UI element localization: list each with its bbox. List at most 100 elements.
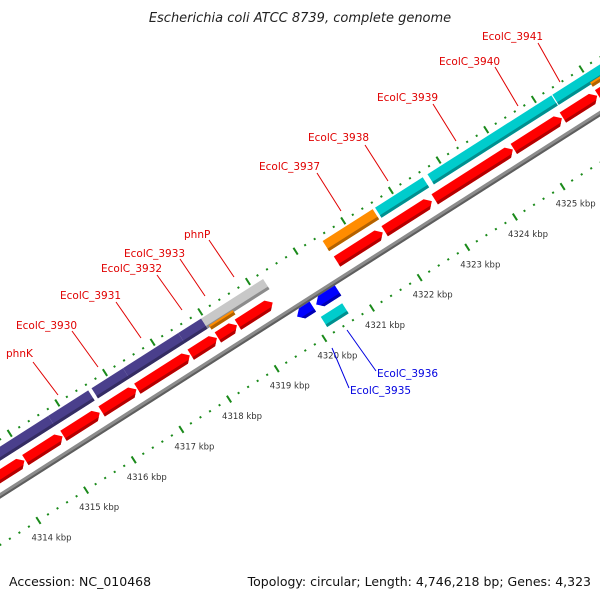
reverse-feature-teal-shadow[interactable] [325, 310, 349, 328]
feature-teal-shadow[interactable] [379, 184, 430, 218]
reverse-gene[interactable] [313, 285, 342, 309]
forward-gene[interactable] [431, 144, 516, 205]
forward-gene-shadow[interactable] [239, 306, 274, 330]
forward-gene[interactable] [381, 196, 435, 237]
feature-orange-shadow[interactable] [209, 311, 236, 330]
forward-gene[interactable] [559, 91, 600, 123]
feature-purple-shadow[interactable] [183, 326, 208, 344]
gene-label[interactable]: EcolC_3932 [101, 263, 183, 311]
forward-gene-shadow[interactable] [515, 122, 562, 154]
forward-gene-shadow[interactable] [219, 329, 238, 343]
forward-gene-body[interactable] [187, 333, 221, 360]
feature-purple-shadow[interactable] [0, 423, 55, 507]
forward-gene[interactable] [0, 456, 28, 514]
forward-gene-shadow[interactable] [65, 416, 100, 441]
reverse-gene-body[interactable] [313, 285, 342, 309]
feature-teal[interactable] [427, 95, 558, 185]
upper-ruler-minor-tick [351, 213, 355, 217]
forward-gene-shadow[interactable] [192, 342, 217, 360]
feature-orange[interactable] [208, 310, 236, 330]
feature-teal-shadow[interactable] [557, 33, 600, 105]
feature-purple-shadow[interactable] [127, 340, 185, 379]
forward-gene[interactable] [98, 384, 139, 417]
feature-purple-body[interactable] [91, 368, 130, 399]
forward-gene-shadow[interactable] [564, 99, 598, 123]
feature-orange-body[interactable] [322, 209, 380, 252]
forward-gene-shadow[interactable] [386, 205, 432, 237]
feature-teal-body[interactable] [427, 95, 558, 185]
gene-label[interactable]: EcolC_3937 [259, 161, 342, 212]
gene-label[interactable]: EcolC_3933 [124, 248, 206, 297]
forward-gene[interactable] [187, 333, 221, 360]
feature-teal[interactable] [552, 25, 600, 105]
gene-label-text: EcolC_3935 [350, 385, 411, 397]
feature-purple-body[interactable] [178, 318, 208, 344]
forward-gene-body[interactable] [333, 227, 386, 267]
forward-gene-body[interactable] [431, 144, 516, 205]
feature-orange[interactable] [322, 209, 380, 252]
feature-purple[interactable] [48, 390, 95, 427]
forward-gene[interactable] [510, 113, 566, 154]
gene-label[interactable]: EcolC_3938 [308, 132, 389, 182]
ruler-minor-tick [361, 312, 364, 316]
forward-gene-shadow[interactable] [26, 440, 63, 466]
gene-label-text: EcolC_3936 [377, 368, 438, 380]
feature-purple-shadow[interactable] [96, 375, 130, 399]
feature-gray[interactable] [201, 278, 270, 329]
upper-ruler-major-tick [530, 95, 537, 104]
forward-gene-body[interactable] [510, 113, 566, 154]
gene-label[interactable]: EcolC_3930 [16, 320, 99, 368]
forward-gene-shadow[interactable] [436, 153, 513, 205]
feature-purple[interactable] [91, 368, 130, 399]
forward-gene-body[interactable] [22, 431, 66, 466]
gene-label[interactable]: EcolC_3941 [482, 31, 561, 83]
gene-label[interactable]: EcolC_3935 [331, 347, 411, 397]
feature-teal-shadow[interactable] [432, 102, 558, 185]
forward-gene[interactable] [333, 227, 386, 267]
gene-labels: phnK EcolC_3930 EcolC_3931 EcolC_3932 Ec… [6, 31, 561, 397]
reverse-gene[interactable] [294, 301, 317, 322]
feature-purple[interactable] [122, 333, 185, 379]
forward-gene-body[interactable] [234, 297, 276, 330]
feature-purple-body[interactable] [0, 415, 55, 507]
forward-gene[interactable] [60, 408, 103, 441]
feature-purple-shadow[interactable] [53, 397, 95, 427]
reverse-gene-shadow[interactable] [301, 309, 317, 320]
forward-gene[interactable] [234, 297, 276, 330]
forward-gene-shadow[interactable] [138, 359, 190, 394]
forward-gene-body[interactable] [559, 91, 600, 123]
reverse-feature-teal-body[interactable] [320, 303, 349, 328]
forward-gene-body[interactable] [134, 350, 193, 394]
feature-purple[interactable] [0, 415, 55, 507]
forward-gene-body[interactable] [60, 408, 103, 441]
forward-gene-body[interactable] [214, 320, 241, 343]
feature-purple-body[interactable] [48, 390, 95, 427]
reverse-feature-teal[interactable] [320, 303, 349, 328]
forward-gene-shadow[interactable] [0, 464, 25, 514]
feature-teal-body[interactable] [552, 25, 600, 105]
forward-gene-body[interactable] [0, 456, 28, 514]
forward-gene[interactable] [22, 431, 66, 466]
ruler-minor-tick [103, 476, 107, 480]
feature-gray-body[interactable] [201, 278, 270, 329]
forward-gene[interactable] [214, 320, 241, 343]
feature-teal-body[interactable] [375, 177, 430, 218]
forward-gene-shadow[interactable] [103, 393, 137, 417]
gene-label[interactable]: EcolC_3940 [439, 56, 519, 107]
forward-gene-body[interactable] [98, 384, 139, 417]
gene-label[interactable]: EcolC_3939 [377, 92, 457, 142]
feature-purple-body[interactable] [122, 333, 185, 379]
forward-gene-shadow[interactable] [338, 236, 384, 267]
gene-label[interactable]: phnK [6, 348, 59, 396]
feature-teal[interactable] [375, 177, 430, 218]
forward-gene-body[interactable] [381, 196, 435, 237]
feature-purple[interactable] [178, 318, 208, 344]
forward-gene[interactable] [134, 350, 193, 394]
gene-label[interactable]: EcolC_3936 [346, 329, 438, 380]
reverse-gene-shadow[interactable] [320, 293, 342, 308]
gene-label[interactable]: phnP [184, 229, 235, 278]
gene-label[interactable]: EcolC_3931 [60, 290, 142, 339]
feature-orange-shadow[interactable] [327, 216, 380, 252]
ruler-minor-tick [189, 421, 193, 425]
upper-ruler-minor-tick [418, 170, 421, 174]
